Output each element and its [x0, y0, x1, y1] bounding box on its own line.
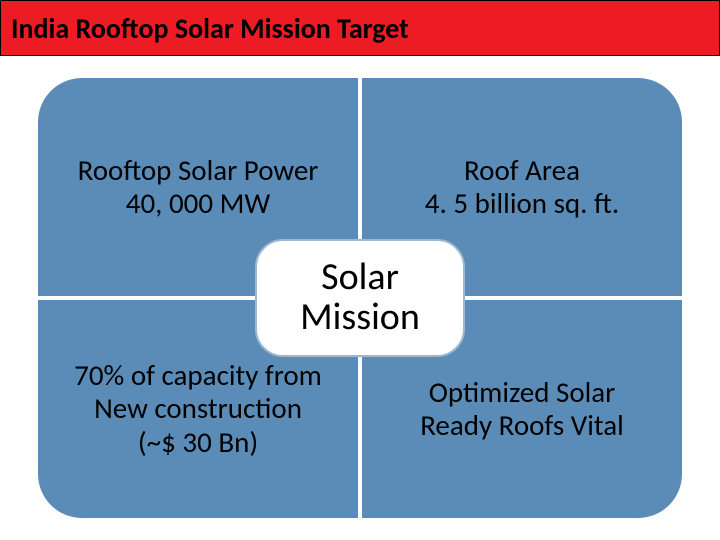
center-label-box: Solar Mission: [255, 239, 465, 357]
quadrant-bl-line2: New construction: [94, 392, 302, 425]
page-title: India Rooftop Solar Mission Target: [11, 11, 409, 46]
quadrant-bl-line1: 70% of capacity from: [74, 359, 322, 392]
quadrant-br-line1: Optimized Solar: [429, 376, 616, 409]
quadrant-bl-line3: (~$ 30 Bn): [138, 426, 258, 459]
header-bar: India Rooftop Solar Mission Target: [0, 0, 720, 56]
quadrant-tl-line1: Rooftop Solar Power: [78, 154, 319, 187]
diagram-container: Rooftop Solar Power 40, 000 MW Roof Area…: [0, 56, 720, 540]
quadrant-tr-line2: 4. 5 billion sq. ft.: [425, 187, 619, 220]
quadrant-tr-line1: Roof Area: [464, 154, 580, 187]
center-label-text: Solar Mission: [300, 258, 420, 338]
quadrant-tl-line2: 40, 000 MW: [126, 187, 270, 220]
quadrant-br-line2: Ready Roofs Vital: [420, 409, 624, 442]
